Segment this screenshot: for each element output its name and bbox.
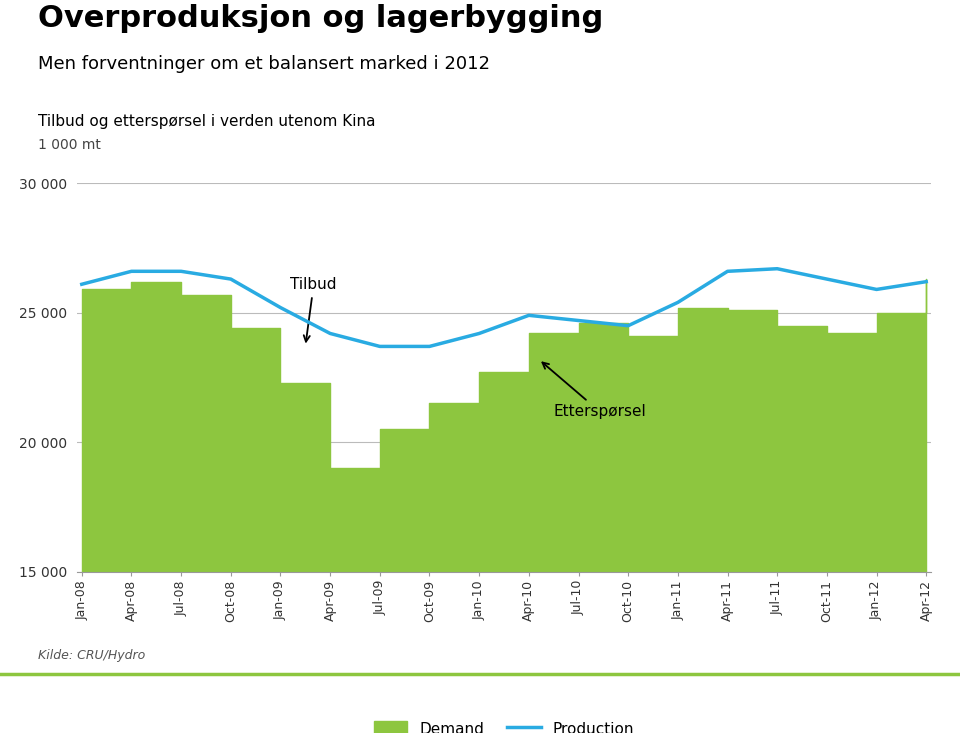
Text: Overproduksjon og lagerbygging: Overproduksjon og lagerbygging: [38, 4, 604, 33]
Legend: Demand, Production: Demand, Production: [368, 715, 640, 733]
Text: Kilde: CRU/Hydro: Kilde: CRU/Hydro: [38, 649, 146, 662]
Text: Etterspørsel: Etterspørsel: [542, 363, 646, 419]
Text: 1 000 mt: 1 000 mt: [38, 138, 101, 152]
Text: Tilbud og etterspørsel i verden utenom Kina: Tilbud og etterspørsel i verden utenom K…: [38, 114, 376, 128]
Text: Tilbud: Tilbud: [290, 277, 337, 342]
Text: Men forventninger om et balansert marked i 2012: Men forventninger om et balansert marked…: [38, 55, 491, 73]
